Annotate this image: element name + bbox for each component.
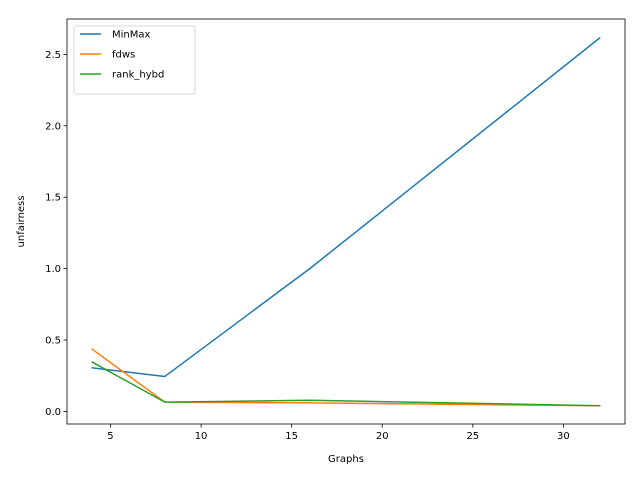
x-tick-label: 15 <box>285 431 298 442</box>
legend-label-rank-hybd: rank_hybd <box>112 70 164 81</box>
y-tick-label: 1.5 <box>45 193 61 204</box>
y-axis-label: unfairness <box>16 196 27 248</box>
y-axis-ticks: 0.0 0.5 1.0 1.5 2.0 2.5 <box>45 50 67 418</box>
x-tick-label: 5 <box>107 431 113 442</box>
legend-label-minmax: MinMax <box>112 30 151 41</box>
x-tick-label: 25 <box>466 431 479 442</box>
legend-label-fdws: fdws <box>112 50 135 61</box>
y-tick-label: 0.5 <box>45 336 61 347</box>
series-line-rank-hybd <box>91 361 601 407</box>
x-tick-label: 30 <box>557 431 570 442</box>
x-tick-label: 10 <box>195 431 208 442</box>
x-axis-label: Graphs <box>328 454 364 465</box>
legend: MinMax fdws rank_hybd <box>73 25 196 95</box>
y-tick-label: 1.0 <box>45 264 61 275</box>
y-tick-label: 2.0 <box>45 121 61 132</box>
plot-area-frame <box>66 18 626 425</box>
y-tick-label: 2.5 <box>45 50 61 61</box>
series-line-fdws <box>91 348 601 407</box>
x-axis-ticks: 5 10 15 20 25 30 <box>107 424 570 442</box>
series-line-minmax <box>91 36 601 378</box>
y-tick-label: 0.0 <box>45 407 61 418</box>
series-layer <box>91 36 601 407</box>
x-tick-label: 20 <box>376 431 389 442</box>
legend-box <box>73 25 196 95</box>
